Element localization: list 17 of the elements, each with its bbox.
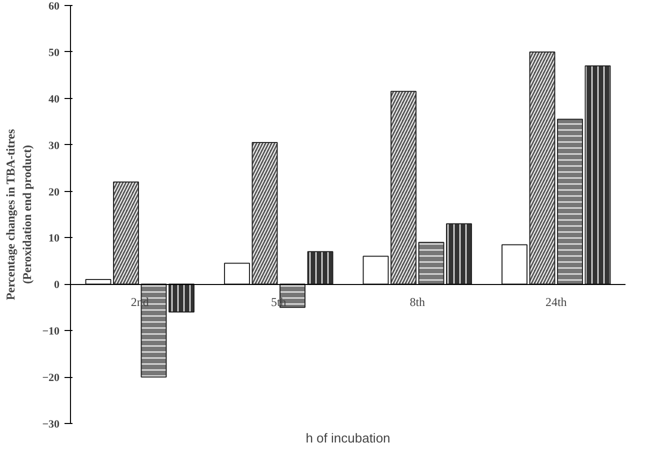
y-tick-label: 10 xyxy=(48,232,60,245)
y-tick-label: −10 xyxy=(42,326,60,338)
bar xyxy=(224,262,250,285)
x-tick-label: 8th xyxy=(410,295,426,310)
y-tick-label: 20 xyxy=(48,186,60,198)
y-tick-label: 30 xyxy=(48,140,60,152)
y-tick-label: 40 xyxy=(48,93,60,106)
x-axis-title: h of incubation xyxy=(306,430,390,446)
y-axis-title: Percentage changes in TBA-titres (Peroxidation end product) xyxy=(3,128,34,300)
bar xyxy=(362,256,389,285)
y-tick-label: 60 xyxy=(48,0,60,12)
y-tick-label: −30 xyxy=(42,418,60,430)
bar xyxy=(502,244,528,285)
y-tick-label: −20 xyxy=(42,372,60,384)
x-tick-label: 24th xyxy=(545,295,567,310)
y-tick-label: 0 xyxy=(54,279,60,292)
y-tick-label: 50 xyxy=(48,46,60,59)
